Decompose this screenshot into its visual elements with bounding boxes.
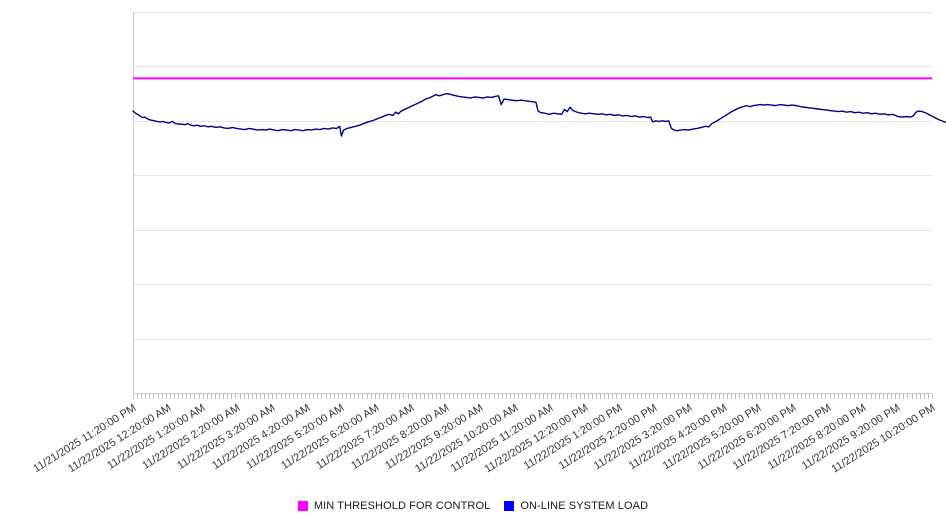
legend-item-min-threshold[interactable]: MIN THRESHOLD FOR CONTROL xyxy=(297,500,491,512)
legend-swatch-min-threshold xyxy=(297,501,308,511)
legend-item-online-system-load[interactable]: ON-LINE SYSTEM LOAD xyxy=(504,500,648,512)
legend-label-online-system-load: ON-LINE SYSTEM LOAD xyxy=(520,500,649,512)
chart-legend: MIN THRESHOLD FOR CONTROL ON-LINE SYSTEM… xyxy=(0,497,946,515)
x-axis-ticks xyxy=(133,394,933,399)
plot-background xyxy=(133,12,932,393)
legend-swatch-online-system-load xyxy=(504,501,515,511)
online-system-load-series xyxy=(132,92,946,137)
legend-label-min-threshold: MIN THRESHOLD FOR CONTROL xyxy=(313,500,491,512)
gridlines xyxy=(133,12,932,340)
